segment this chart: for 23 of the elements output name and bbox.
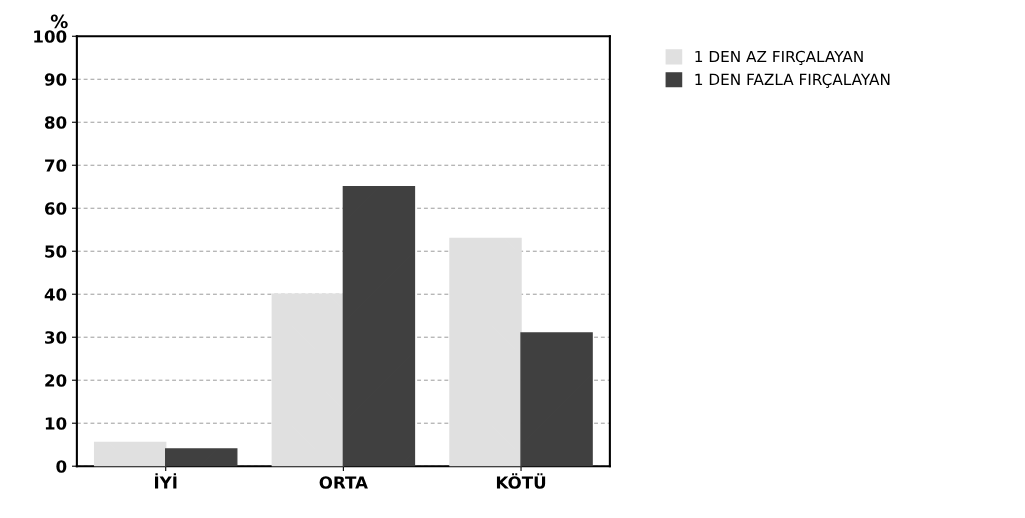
- bar: [271, 293, 345, 467]
- y-tick-label: 50: [45, 245, 67, 258]
- y-tick-label: 80: [44, 116, 67, 129]
- x-tick-label: KÖTÜ: [496, 473, 546, 489]
- y-tick-label: 90: [44, 73, 67, 86]
- bar: [165, 448, 238, 467]
- bar: [93, 441, 167, 467]
- y-tick-label: 70: [45, 159, 67, 172]
- legend-label: 1 DEN FAZLA FIRÇALAYAN: [695, 73, 890, 88]
- bar: [449, 237, 522, 467]
- y-tick-label: 10: [45, 417, 67, 430]
- x-tick-label: İYİ: [155, 473, 177, 489]
- y-tick-label: 100: [34, 30, 67, 43]
- bar: [342, 186, 416, 467]
- y-axis-title: %: [50, 14, 68, 29]
- y-tick-label: 20: [45, 374, 67, 387]
- y-tick-label: 30: [45, 331, 67, 344]
- x-tick-label: ORTA: [319, 476, 368, 489]
- y-tick-label: 0: [56, 460, 67, 473]
- legend-label: 1 DEN AZ FIRÇALAYAN: [695, 50, 863, 66]
- y-tick-label: 40: [44, 288, 67, 301]
- bar: [520, 332, 593, 467]
- y-tick-label: 60: [44, 202, 67, 215]
